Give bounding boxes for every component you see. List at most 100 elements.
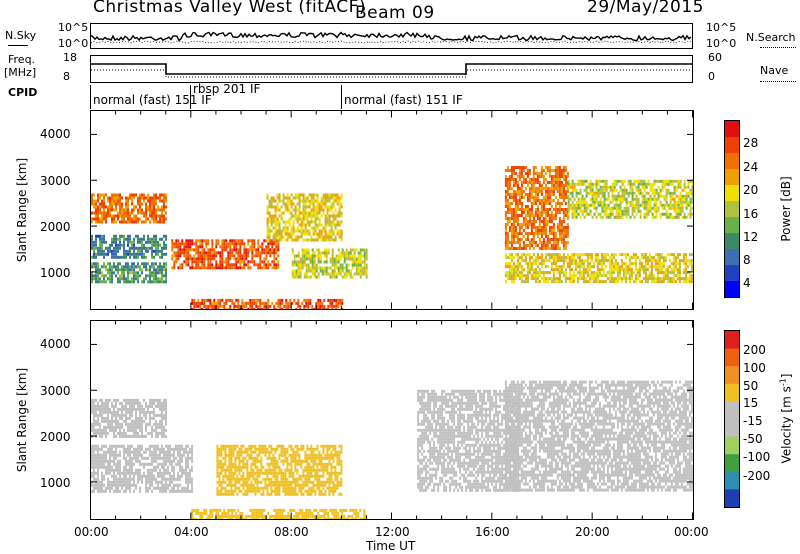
power-cbar-swatch-3 [725, 169, 739, 186]
power-tick-16: 16 [743, 207, 759, 221]
velocity-heatmap [91, 380, 693, 519]
power-band-5 [291, 248, 368, 279]
beam-label: Beam 09 [355, 3, 435, 23]
noise-trace [90, 31, 692, 44]
xlabel: Time UT [366, 539, 416, 553]
vel-cbar-swatch-4 [725, 401, 739, 420]
xtick-0400: 04:00 [174, 525, 209, 539]
power-tick-28: 28 [743, 136, 759, 150]
freq-line [91, 63, 692, 75]
xtick-0000: 00:00 [74, 525, 109, 539]
velocity-band-4 [417, 389, 520, 492]
cpid-label: CPID [8, 86, 38, 99]
velocity-band-0 [91, 398, 167, 438]
vel-tick-neg100: -100 [743, 450, 771, 464]
vel-tick-100: 100 [743, 361, 766, 375]
power-cbar-swatch-10 [725, 281, 739, 298]
power-tick-12: 12 [743, 230, 759, 244]
xtick-2400: 00:00 [674, 525, 709, 539]
freq-unit: [MHz] [4, 66, 37, 79]
nsky-tick-low: 10^0 [58, 37, 89, 50]
freq-trace [91, 63, 692, 78]
vel-cbar-swatch-0 [725, 331, 739, 350]
freq-tick-high: 18 [63, 51, 77, 64]
vel-cbar-swatch-6 [725, 436, 739, 455]
power-cbar-swatch-6 [725, 217, 739, 234]
cpid-segment-2: rbsp 201 IF [193, 82, 261, 96]
freq-label: Freq. [8, 53, 36, 66]
date-label: 29/May/2015 [587, 0, 704, 17]
velocity-colorbar [724, 330, 740, 508]
velocity-band-2 [216, 444, 343, 496]
freq-panel [90, 55, 693, 83]
nave-label: Nave [760, 64, 789, 77]
power-cbar-swatch-4 [725, 185, 739, 202]
ylabel-bottom: Slant Range [km] [15, 367, 29, 473]
xtick-0800: 08:00 [274, 525, 309, 539]
velocity-colorbar-label: Velocity [m s-1] [778, 373, 794, 464]
vel-tick-200: 200 [743, 343, 766, 357]
power-cbar-swatch-7 [725, 233, 739, 250]
cpid-segment-1: normal (fast) 151 IF [93, 93, 212, 107]
power-band-4 [266, 193, 343, 242]
xtick-1200: 12:00 [375, 525, 410, 539]
cpid-divider-0 [90, 85, 91, 109]
power-tick-4: 4 [743, 276, 751, 290]
ytick-bot-4000: 4000 [40, 337, 71, 351]
power-cbar-swatch-8 [725, 249, 739, 266]
power-band-3 [171, 239, 280, 270]
power-band-0 [91, 193, 167, 224]
vel-cbar-swatch-9 [725, 489, 739, 508]
power-cbar-swatch-5 [725, 201, 739, 218]
xtick-1600: 16:00 [475, 525, 510, 539]
nave-tick-low: 0 [708, 70, 715, 83]
cpid-divider-1 [190, 85, 191, 109]
nsearch-label: N.Search [746, 31, 796, 44]
ytick-bot-1000: 1000 [40, 476, 71, 490]
axis-ticks [90, 110, 694, 520]
vel-cbar-swatch-2 [725, 366, 739, 385]
chart-title: Christmas Valley West (fitACF) [93, 0, 367, 17]
ytick-bot-3000: 3000 [40, 384, 71, 398]
power-tick-8: 8 [743, 253, 751, 267]
vel-cbar-swatch-8 [725, 471, 739, 490]
nsky-tick-high: 10^5 [58, 21, 89, 34]
ylabel-top: Slant Range [km] [15, 157, 29, 263]
nave-legend-line [760, 81, 796, 82]
vel-cbar-swatch-7 [725, 454, 739, 473]
vel-tick-50: 50 [743, 379, 759, 393]
noise-panel [90, 23, 693, 49]
power-heatmap [91, 166, 693, 309]
power-band-1 [91, 234, 167, 259]
nsearch-tick-low: 10^0 [706, 37, 737, 50]
xtick-2000: 20:00 [575, 525, 610, 539]
power-band-7 [504, 253, 693, 284]
velocity-band-3 [191, 508, 368, 519]
ytick-top-4000: 4000 [40, 127, 71, 141]
vel-cbar-swatch-1 [725, 348, 739, 367]
nsearch-legend-line [760, 47, 796, 48]
power-tick-20: 20 [743, 183, 759, 197]
power-cbar-swatch-2 [725, 153, 739, 170]
nsky-legend-line [8, 45, 28, 46]
velocity-band-5 [504, 380, 693, 492]
cpid-divider-2 [341, 85, 342, 109]
nsky-label: N.Sky [5, 29, 37, 42]
power-cbar-swatch-0 [725, 121, 739, 138]
ytick-top-1000: 1000 [40, 266, 71, 280]
ytick-bot-2000: 2000 [40, 430, 71, 444]
power-cbar-swatch-1 [725, 137, 739, 154]
nave-tick-high: 60 [708, 51, 722, 64]
freq-tick-low: 8 [63, 70, 70, 83]
vel-tick-neg15: -15 [743, 414, 763, 428]
power-band-9 [567, 179, 693, 219]
power-colorbar-label: Power [dB] [779, 176, 793, 242]
power-band-8 [504, 166, 569, 250]
power-colorbar [724, 120, 740, 298]
vel-tick-15: 15 [743, 396, 759, 410]
nsearch-tick-high: 10^5 [706, 21, 737, 34]
vel-cbar-swatch-3 [725, 383, 739, 402]
vel-tick-neg50: -50 [743, 432, 763, 446]
cpid-segment-3: normal (fast) 151 IF [344, 93, 463, 107]
